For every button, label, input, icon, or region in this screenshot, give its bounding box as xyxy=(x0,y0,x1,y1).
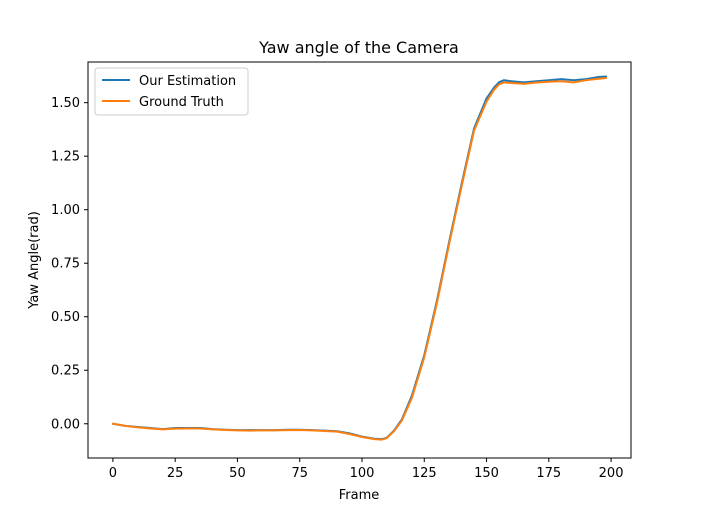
x-tick-label: 75 xyxy=(291,466,308,481)
y-tick-label: 1.25 xyxy=(51,150,80,165)
x-tick-label: 125 xyxy=(412,466,437,481)
plot-frame xyxy=(87,61,632,459)
y-tick-label: 0.25 xyxy=(51,364,80,379)
x-axis-label: Frame xyxy=(339,488,380,503)
x-tick-label: 25 xyxy=(167,466,184,481)
legend-box xyxy=(94,67,249,116)
y-axis: 0.00 0.25 0.50 0.75 1.00 1.25 1.50 xyxy=(51,96,88,432)
y-tick-label: 0.50 xyxy=(51,310,80,325)
x-tick-label: 200 xyxy=(599,466,624,481)
legend: Our Estimation Ground Truth xyxy=(94,67,249,116)
series-line-ground-truth xyxy=(111,77,608,441)
x-tick-label: 150 xyxy=(474,466,499,481)
y-tick-label: 0.00 xyxy=(51,417,80,432)
legend-label-our-estimation: Our Estimation xyxy=(139,74,236,89)
series-layer xyxy=(111,75,608,441)
x-tick-label: 175 xyxy=(536,466,561,481)
y-axis-label: Yaw Angle(rad) xyxy=(27,211,42,310)
chart-title: Yaw angle of the Camera xyxy=(258,38,459,57)
x-tick-label: 100 xyxy=(350,466,375,481)
y-tick-label: 0.75 xyxy=(51,257,80,272)
x-tick-label: 50 xyxy=(229,466,246,481)
x-tick-label: 0 xyxy=(109,466,117,481)
x-axis: 0 25 50 75 100 125 150 175 200 xyxy=(109,458,624,481)
legend-label-ground-truth: Ground Truth xyxy=(139,95,224,110)
y-tick-label: 1.50 xyxy=(51,96,80,111)
y-tick-label: 1.00 xyxy=(51,203,80,218)
plot-area xyxy=(87,61,632,459)
